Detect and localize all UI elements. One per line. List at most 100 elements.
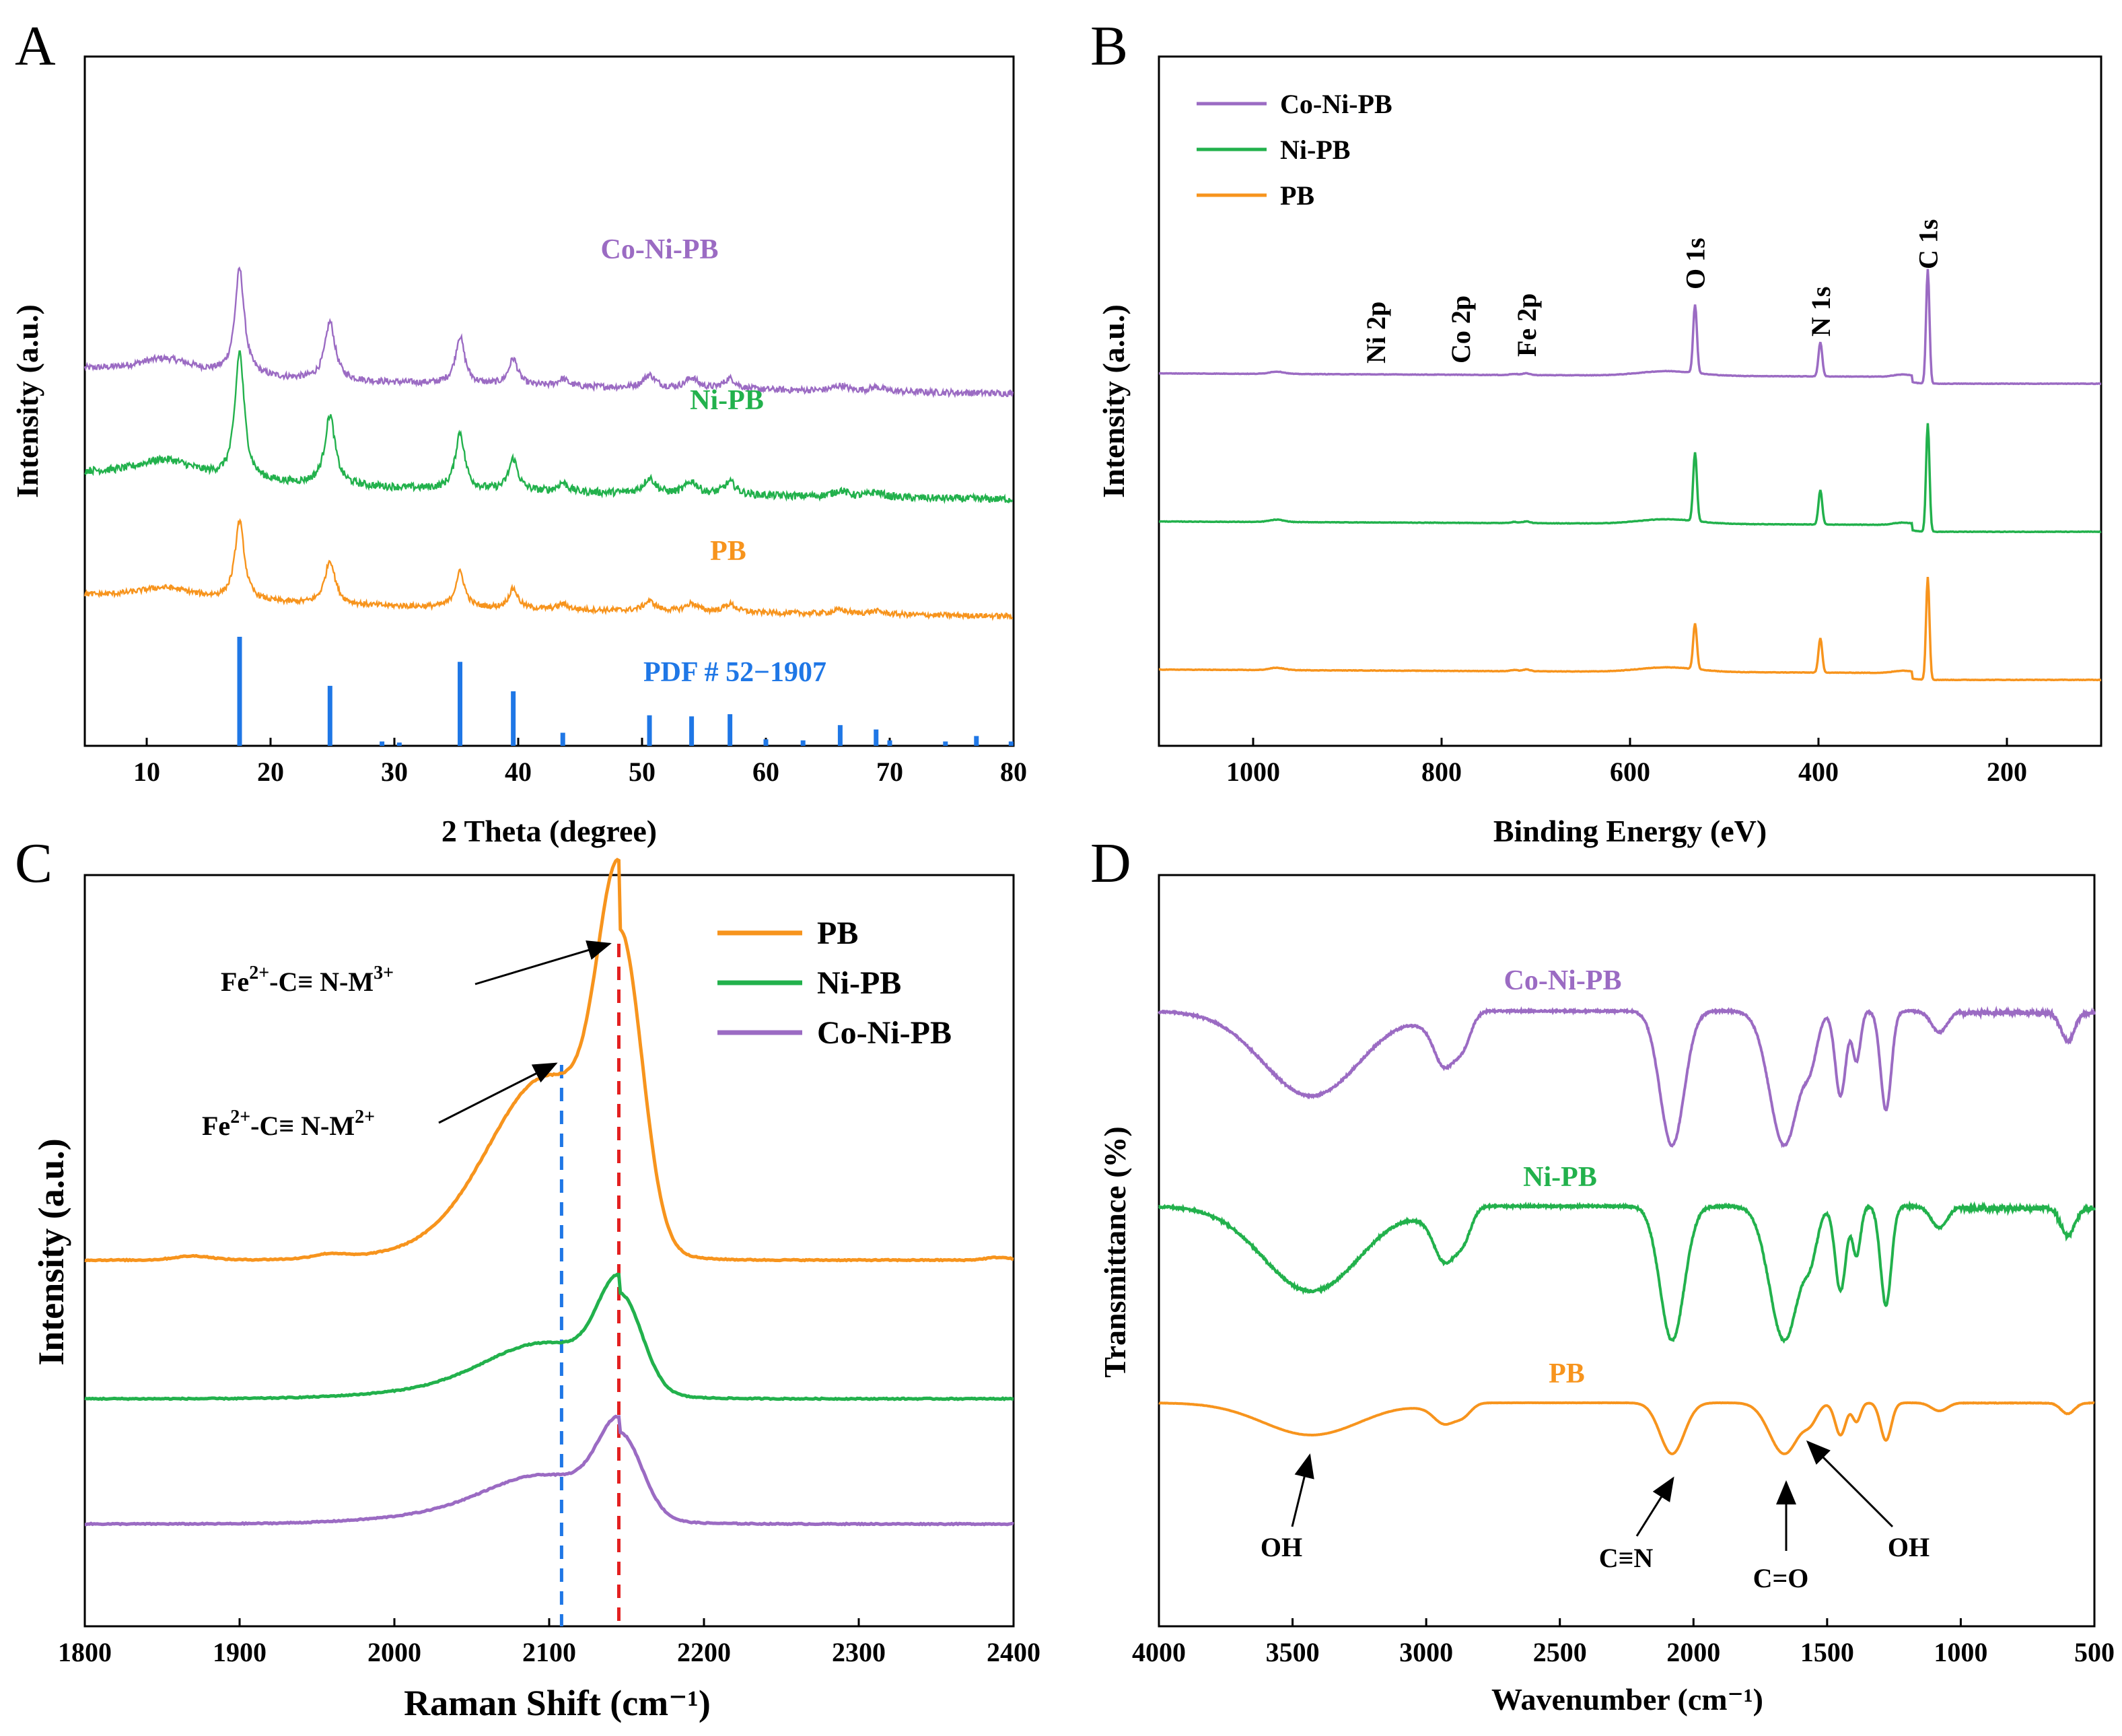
panel-a-reference-sticks bbox=[237, 637, 1014, 746]
panel-d-x-tick-label-2000: 2000 bbox=[1666, 1637, 1720, 1667]
panel-b-x-tick-label-1000: 1000 bbox=[1226, 757, 1280, 787]
panel-c-series-lines bbox=[84, 858, 1014, 1527]
panel-d-letter: D bbox=[1090, 832, 1131, 895]
panel-d-band-arrow-3 bbox=[1806, 1440, 1894, 1528]
panel-a-label-pb: PB bbox=[710, 536, 746, 567]
panel-c-annotation-m2-mid: -C≡ N-M bbox=[250, 1111, 355, 1141]
panel-d-series-lines bbox=[1158, 1005, 2096, 1455]
panel-b-peak-label-5: C 1s bbox=[1913, 219, 1943, 269]
panel-d: D 4000 3500 3000 2500 2000 1500 1000 500 Co-Ni-… bbox=[1090, 832, 2115, 1716]
panel-c-legend-pb: PB bbox=[817, 915, 858, 951]
panel-d-label-ni-pb: Ni-PB bbox=[1523, 1162, 1597, 1193]
panel-b-legend-ni-pb: Ni-PB bbox=[1280, 135, 1350, 165]
panel-b-peak-label-0: Ni 2p bbox=[1361, 302, 1391, 363]
panel-b-legend-co-ni-pb: Co-Ni-PB bbox=[1280, 89, 1392, 119]
panel-a-line-co-ni-pb bbox=[83, 266, 1014, 398]
panel-d-band-labels: OH C≡N C=O OH bbox=[1261, 1440, 1930, 1593]
panel-c-annotation-m2-base: Fe bbox=[202, 1111, 230, 1141]
panel-b-y-axis-title: Intensity (a.u.) bbox=[1096, 304, 1131, 498]
panel-d-band-arrow-0 bbox=[1291, 1453, 1314, 1527]
panel-c-annotation-m2: Fe2+-C≡ N-M2+ bbox=[202, 1107, 375, 1141]
panel-c-x-tick-label-2100: 2100 bbox=[522, 1637, 576, 1667]
panel-c-annotation-m3-mid: -C≡ N-M bbox=[269, 967, 374, 997]
panel-c-annotation-m3: Fe2+-C≡ N-M3+ bbox=[221, 963, 394, 997]
panel-d-x-axis-title: Wavenumber (cm⁻¹) bbox=[1491, 1682, 1763, 1716]
panel-c-arrow-m2 bbox=[438, 1062, 558, 1124]
panel-c-x-ticks: 1800 1900 2000 2100 2200 2300 2400 bbox=[58, 1618, 1040, 1667]
panel-d-x-tick-label-500: 500 bbox=[2074, 1637, 2115, 1667]
panel-c-legend-ni-pb: Ni-PB bbox=[817, 965, 901, 1001]
panel-b-peak-label-4: N 1s bbox=[1806, 287, 1836, 337]
panel-b: B 1000 800 600 400 200 Ni 2p Co 2p Fe 2p O 1s N … bbox=[1090, 15, 2102, 848]
panel-c-annotation-m2-sup1: 2+ bbox=[230, 1107, 250, 1127]
panel-b-x-tick-label-200: 200 bbox=[1987, 757, 2027, 787]
panel-b-letter: B bbox=[1090, 15, 1128, 77]
panel-c-legend: PB Ni-PB Co-Ni-PB bbox=[717, 915, 952, 1051]
panel-c-x-tick-label-2000: 2000 bbox=[367, 1637, 421, 1667]
panel-a-x-tick-label-80: 80 bbox=[1000, 757, 1027, 787]
panel-c-dashed-lines bbox=[559, 944, 621, 1626]
panel-b-peak-label-2: Fe 2p bbox=[1512, 293, 1542, 357]
panel-b-line-co-ni-pb bbox=[1159, 269, 2102, 386]
panel-b-x-tick-label-400: 400 bbox=[1798, 757, 1839, 787]
panel-c-x-tick-label-2300: 2300 bbox=[832, 1637, 886, 1667]
panel-a-x-tick-label-30: 30 bbox=[381, 757, 408, 787]
panel-a-label-ni-pb: Ni-PB bbox=[690, 385, 764, 416]
panel-a-x-tick-label-10: 10 bbox=[133, 757, 160, 787]
panel-b-x-axis-title: Binding Energy (eV) bbox=[1493, 814, 1767, 848]
panel-b-series-lines bbox=[1159, 269, 2102, 682]
panel-b-x-tick-label-600: 600 bbox=[1610, 757, 1650, 787]
panel-a-line-pb bbox=[83, 518, 1014, 621]
panel-c-x-tick-label-2200: 2200 bbox=[677, 1637, 731, 1667]
panel-c-line-pb bbox=[84, 858, 1014, 1263]
panel-a-letter: A bbox=[15, 15, 56, 77]
panel-b-legend: Co-Ni-PB Ni-PB PB bbox=[1197, 89, 1392, 211]
panel-c-line-co-ni-pb bbox=[85, 1414, 1014, 1527]
panel-a-x-tick-label-20: 20 bbox=[257, 757, 284, 787]
panel-d-x-tick-label-3500: 3500 bbox=[1266, 1637, 1320, 1667]
panel-d-band-label-3: OH bbox=[1888, 1532, 1930, 1562]
panel-d-x-ticks: 4000 3500 3000 2500 2000 1500 1000 500 bbox=[1132, 1618, 2115, 1667]
panel-b-x-tick-label-800: 800 bbox=[1421, 757, 1462, 787]
panel-a-label-pdf: PDF # 52−1907 bbox=[643, 657, 826, 688]
panel-c-annotation-m3-sup1: 2+ bbox=[249, 963, 269, 983]
panel-c-x-tick-label-1900: 1900 bbox=[213, 1637, 267, 1667]
panel-d-x-tick-label-1500: 1500 bbox=[1800, 1637, 1854, 1667]
panel-a-x-tick-label-70: 70 bbox=[876, 757, 903, 787]
panel-a-y-axis-title: Intensity (a.u.) bbox=[10, 304, 44, 498]
panel-b-peak-labels: Ni 2p Co 2p Fe 2p O 1s N 1s C 1s bbox=[1361, 219, 1943, 363]
panel-d-x-tick-label-3000: 3000 bbox=[1399, 1637, 1453, 1667]
panel-d-y-axis-title: Transmittance (%) bbox=[1098, 1126, 1132, 1377]
panel-b-legend-pb: PB bbox=[1280, 180, 1314, 211]
panel-b-line-ni-pb bbox=[1159, 423, 2102, 534]
panel-d-band-arrow-1 bbox=[1635, 1476, 1674, 1537]
panel-c-x-tick-label-2400: 2400 bbox=[987, 1637, 1040, 1667]
panel-d-line-ni-pb bbox=[1158, 1200, 2096, 1344]
panel-d-x-tick-label-2500: 2500 bbox=[1533, 1637, 1587, 1667]
panel-a-label-co-ni-pb: Co-Ni-PB bbox=[601, 234, 719, 265]
panel-a: A 10 20 30 40 50 60 70 80 Co-Ni-PB Ni-PB PB PDF… bbox=[10, 15, 1027, 848]
panel-b-peak-label-1: Co 2p bbox=[1446, 296, 1476, 363]
panel-c-x-axis-title: Raman Shift (cm⁻¹) bbox=[404, 1683, 711, 1723]
panel-d-band-label-1: C≡N bbox=[1599, 1543, 1654, 1573]
panel-b-line-pb bbox=[1159, 576, 2102, 682]
panel-d-label-pb: PB bbox=[1549, 1358, 1585, 1389]
panel-c-annotation-m2-sup2: 2+ bbox=[355, 1107, 375, 1127]
panel-c-x-tick-label-1800: 1800 bbox=[58, 1637, 112, 1667]
panel-a-x-ticks: 10 20 30 40 50 60 70 80 bbox=[133, 738, 1027, 787]
panel-d-band-label-0: OH bbox=[1261, 1532, 1302, 1562]
panel-a-x-tick-label-40: 40 bbox=[505, 757, 532, 787]
panel-d-x-tick-label-1000: 1000 bbox=[1934, 1637, 1987, 1667]
panel-b-peak-label-3: O 1s bbox=[1681, 238, 1711, 289]
panel-d-line-co-ni-pb bbox=[1158, 1005, 2096, 1148]
panel-c-annotation-m3-sup2: 3+ bbox=[374, 963, 394, 983]
panel-a-x-tick-label-50: 50 bbox=[629, 757, 656, 787]
panel-c-legend-co-ni-pb: Co-Ni-PB bbox=[817, 1015, 952, 1051]
panel-c-annotations: Fe2+-C≡ N-M3+ Fe2+-C≡ N-M2+ bbox=[202, 940, 612, 1141]
panel-c-annotation-m3-base: Fe bbox=[221, 967, 249, 997]
panel-c-letter: C bbox=[15, 832, 52, 895]
panel-a-line-ni-pb bbox=[84, 350, 1014, 505]
panel-d-plot-frame bbox=[1158, 874, 2096, 1628]
panel-d-x-tick-label-4000: 4000 bbox=[1132, 1637, 1186, 1667]
